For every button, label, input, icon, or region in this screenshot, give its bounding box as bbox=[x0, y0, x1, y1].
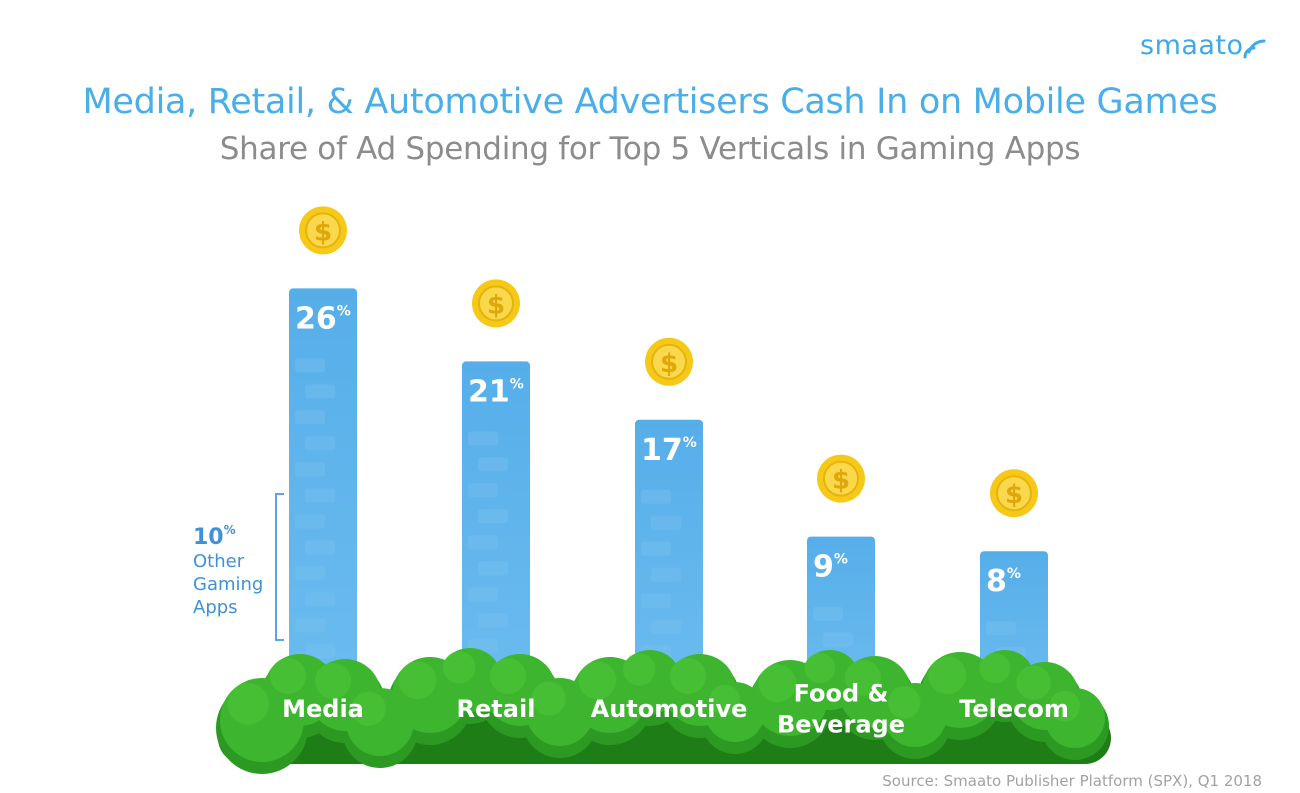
bar-texture bbox=[478, 457, 508, 472]
bar-texture bbox=[305, 384, 335, 399]
bar-texture bbox=[468, 587, 498, 602]
category-label: Media bbox=[282, 695, 364, 723]
bar-texture bbox=[641, 489, 671, 504]
svg-text:$: $ bbox=[832, 466, 850, 496]
category-label: Automotive bbox=[591, 695, 748, 723]
bar-texture bbox=[823, 632, 853, 647]
svg-text:$: $ bbox=[660, 349, 678, 379]
dollar-coin-icon: $ bbox=[472, 279, 520, 328]
bar-texture bbox=[295, 618, 325, 633]
bar-texture bbox=[651, 515, 681, 530]
bush-base bbox=[216, 648, 1111, 774]
bar-texture bbox=[478, 613, 508, 628]
bar-texture bbox=[478, 509, 508, 524]
bar-texture bbox=[986, 621, 1016, 636]
bar-texture bbox=[305, 436, 335, 451]
other-value: 10% bbox=[193, 523, 236, 550]
chart-subtitle: Share of Ad Spending for Top 5 Verticals… bbox=[219, 131, 1081, 167]
bar-texture bbox=[295, 566, 325, 581]
bar-texture bbox=[641, 541, 671, 556]
other-label-line: Other bbox=[193, 551, 245, 572]
bar-automotive bbox=[635, 419, 703, 698]
svg-text:$: $ bbox=[487, 290, 505, 320]
smaato-logo: smaato bbox=[1140, 30, 1244, 61]
dollar-coin-icon: $ bbox=[645, 337, 693, 386]
bar-value-label: 26% bbox=[295, 301, 351, 336]
bar bbox=[462, 361, 530, 698]
chart-title: Media, Retail, & Automotive Advertisers … bbox=[82, 82, 1218, 122]
bar-media bbox=[289, 288, 357, 698]
category-label: Retail bbox=[457, 695, 536, 723]
bar-retail bbox=[462, 361, 530, 698]
bar-texture bbox=[305, 592, 335, 607]
category-label: Beverage bbox=[777, 711, 905, 739]
bar-texture bbox=[295, 462, 325, 477]
svg-text:$: $ bbox=[314, 217, 332, 247]
dollar-coin-icon: $ bbox=[990, 469, 1038, 518]
bar-texture bbox=[305, 488, 335, 503]
bar-texture bbox=[295, 514, 325, 529]
svg-text:$: $ bbox=[1005, 480, 1023, 510]
bar-texture bbox=[295, 410, 325, 425]
bar-texture bbox=[651, 567, 681, 582]
bar bbox=[635, 419, 703, 698]
bar-texture bbox=[651, 619, 681, 634]
bar-texture bbox=[305, 540, 335, 555]
annotation-bracket bbox=[275, 493, 284, 641]
dollar-coin-icon: $ bbox=[817, 454, 865, 503]
bar-texture bbox=[305, 644, 335, 659]
bar bbox=[289, 288, 357, 698]
bar-texture bbox=[478, 561, 508, 576]
category-label: Telecom bbox=[959, 695, 1069, 723]
source-note: Source: Smaato Publisher Platform (SPX),… bbox=[882, 772, 1262, 790]
dollar-coin-icon: $ bbox=[299, 206, 347, 255]
bar-texture bbox=[295, 358, 325, 373]
other-gaming-apps-annotation: 10% Other Gaming Apps bbox=[193, 518, 263, 619]
other-label-line: Gaming bbox=[193, 574, 264, 595]
signal-waves-icon bbox=[1243, 39, 1266, 59]
other-label-line: Apps bbox=[193, 597, 238, 618]
category-label: Food & bbox=[794, 680, 889, 708]
bar-texture bbox=[468, 431, 498, 446]
bar-texture bbox=[813, 606, 843, 621]
bar-texture bbox=[468, 483, 498, 498]
bar-texture bbox=[468, 535, 498, 550]
bar-texture bbox=[641, 593, 671, 608]
